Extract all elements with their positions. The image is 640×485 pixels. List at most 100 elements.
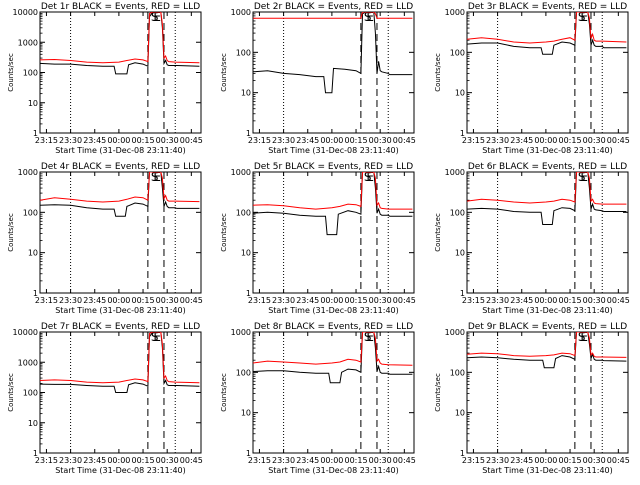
chart-title: Det 4r BLACK = Events, RED = LLD	[41, 162, 200, 172]
x-tick-label: 00:00	[320, 296, 343, 305]
x-tick-label: 23:15	[462, 136, 485, 145]
y-axis-label: Counts/sec	[434, 53, 442, 92]
y-tick-label: 100	[450, 368, 465, 377]
chart-svg: Det 2r BLACK = Events, RED = LLD 1 10 100 10…	[220, 2, 416, 155]
x-tick-label: 00:00	[107, 456, 130, 465]
x-axis-label: Start Time (31-Dec-08 23:11:40)	[55, 306, 186, 315]
y-tick-label: 1	[246, 449, 251, 458]
start-marker: S	[151, 10, 159, 24]
x-tick-label: 23:30	[59, 296, 82, 305]
x-tick-label: 23:45	[83, 136, 106, 145]
y-tick-label: 100	[23, 69, 38, 78]
lld-series-line	[253, 332, 413, 366]
lld-series-line	[253, 12, 413, 19]
x-tick-label: 23:15	[35, 456, 58, 465]
start-marker: S	[578, 10, 586, 24]
chart-panel: Det 8r BLACK = Events, RED = LLD 1 10 100 10…	[213, 320, 426, 480]
end-marker: E	[366, 330, 374, 344]
y-tick-label: 1	[246, 129, 251, 138]
end-marker: E	[153, 330, 161, 344]
x-tick-label: 23:15	[462, 296, 485, 305]
chart-panel: Det 9r BLACK = Events, RED = LLD 1 10 100 10…	[427, 320, 640, 480]
x-tick-label: 23:30	[486, 296, 509, 305]
x-axis-label: Start Time (31-Dec-08 23:11:40)	[268, 466, 399, 475]
start-marker: S	[364, 330, 372, 344]
x-tick-label: 00:00	[534, 296, 557, 305]
chart-panel: Det 1r BLACK = Events, RED = LLD 1 10 100 10…	[0, 0, 213, 160]
chart-panel: Det 4r BLACK = Events, RED = LLD 1 10 100 10…	[0, 160, 213, 320]
chart-title: Det 3r BLACK = Events, RED = LLD	[468, 2, 627, 12]
x-tick-label: 00:45	[393, 296, 416, 305]
x-tick-label: 00:45	[607, 136, 630, 145]
x-tick-label: 23:30	[272, 296, 295, 305]
x-tick-label: 00:15	[559, 456, 582, 465]
start-marker: S	[578, 330, 586, 344]
x-tick-label: 23:15	[35, 296, 58, 305]
chart-svg: Det 5r BLACK = Events, RED = LLD 1 10 100 10…	[220, 162, 416, 315]
chart-svg: Det 1r BLACK = Events, RED = LLD 1 10 100 10…	[7, 2, 203, 155]
chart-svg: Det 8r BLACK = Events, RED = LLD 1 10 100 10…	[220, 322, 416, 475]
y-tick-label: 1	[33, 129, 38, 138]
lld-series-line	[467, 12, 627, 44]
lld-series-line	[467, 332, 627, 358]
y-tick-label: 10	[455, 409, 465, 418]
x-axis-label: Start Time (31-Dec-08 23:11:40)	[482, 146, 613, 155]
events-series-line	[253, 332, 413, 384]
y-tick-label: 10	[241, 409, 251, 418]
events-series-line	[253, 172, 413, 236]
y-tick-label: 10	[455, 249, 465, 258]
x-tick-label: 00:45	[180, 456, 203, 465]
events-series-line	[467, 332, 627, 369]
y-tick-label: 100	[236, 48, 251, 57]
x-tick-label: 00:00	[534, 136, 557, 145]
chart-panel: Det 5r BLACK = Events, RED = LLD 1 10 100 10…	[213, 160, 426, 320]
y-tick-label: 1000	[445, 328, 465, 337]
x-tick-label: 00:30	[156, 296, 179, 305]
end-marker: E	[153, 10, 161, 24]
y-tick-label: 1	[33, 449, 38, 458]
events-series-line	[253, 12, 413, 94]
x-tick-label: 23:15	[35, 136, 58, 145]
plot-frame	[252, 11, 415, 134]
y-tick-label: 10000	[13, 8, 38, 17]
x-tick-label: 23:30	[272, 136, 295, 145]
plot-frame	[39, 171, 202, 294]
plot-frame	[466, 11, 629, 134]
x-tick-label: 23:45	[510, 296, 533, 305]
x-tick-label: 00:45	[180, 136, 203, 145]
end-marker: E	[366, 10, 374, 24]
end-marker: E	[366, 170, 374, 184]
y-axis-label: Counts/sec	[220, 53, 228, 92]
chart-title: Det 8r BLACK = Events, RED = LLD	[254, 322, 413, 332]
chart-title: Det 6r BLACK = Events, RED = LLD	[468, 162, 627, 172]
chart-title: Det 9r BLACK = Events, RED = LLD	[468, 322, 627, 332]
start-marker: S	[364, 170, 372, 184]
x-tick-label: 23:15	[248, 296, 271, 305]
chart-title: Det 7r BLACK = Events, RED = LLD	[41, 322, 200, 332]
y-tick-label: 1000	[231, 328, 251, 337]
chart-svg: Det 3r BLACK = Events, RED = LLD 1 10 100 10…	[434, 2, 630, 155]
events-series-line	[467, 172, 627, 225]
y-axis-label: Counts/sec	[434, 213, 442, 252]
y-axis-label: Counts/sec	[220, 213, 228, 252]
y-axis-label: Counts/sec	[220, 373, 228, 412]
chart-title: Det 5r BLACK = Events, RED = LLD	[254, 162, 413, 172]
end-marker: E	[153, 170, 161, 184]
end-marker: E	[580, 10, 588, 24]
chart-panel: Det 3r BLACK = Events, RED = LLD 1 10 100 10…	[427, 0, 640, 160]
chart-svg: Det 4r BLACK = Events, RED = LLD 1 10 100 10…	[7, 162, 203, 315]
x-tick-label: 00:00	[107, 296, 130, 305]
events-series-line	[40, 12, 200, 75]
y-axis-label: Counts/sec	[7, 53, 15, 92]
plot-frame	[466, 171, 629, 294]
events-series-line	[40, 172, 200, 217]
x-tick-label: 00:45	[180, 296, 203, 305]
chart-panel: Det 7r BLACK = Events, RED = LLD 1 10 100 10…	[0, 320, 213, 480]
start-marker: S	[151, 330, 159, 344]
y-tick-label: 10	[241, 249, 251, 258]
chart-svg: Det 6r BLACK = Events, RED = LLD 1 10 100 10…	[434, 162, 630, 315]
x-tick-label: 23:30	[486, 456, 509, 465]
x-tick-label: 23:15	[248, 136, 271, 145]
y-tick-label: 10	[28, 99, 38, 108]
